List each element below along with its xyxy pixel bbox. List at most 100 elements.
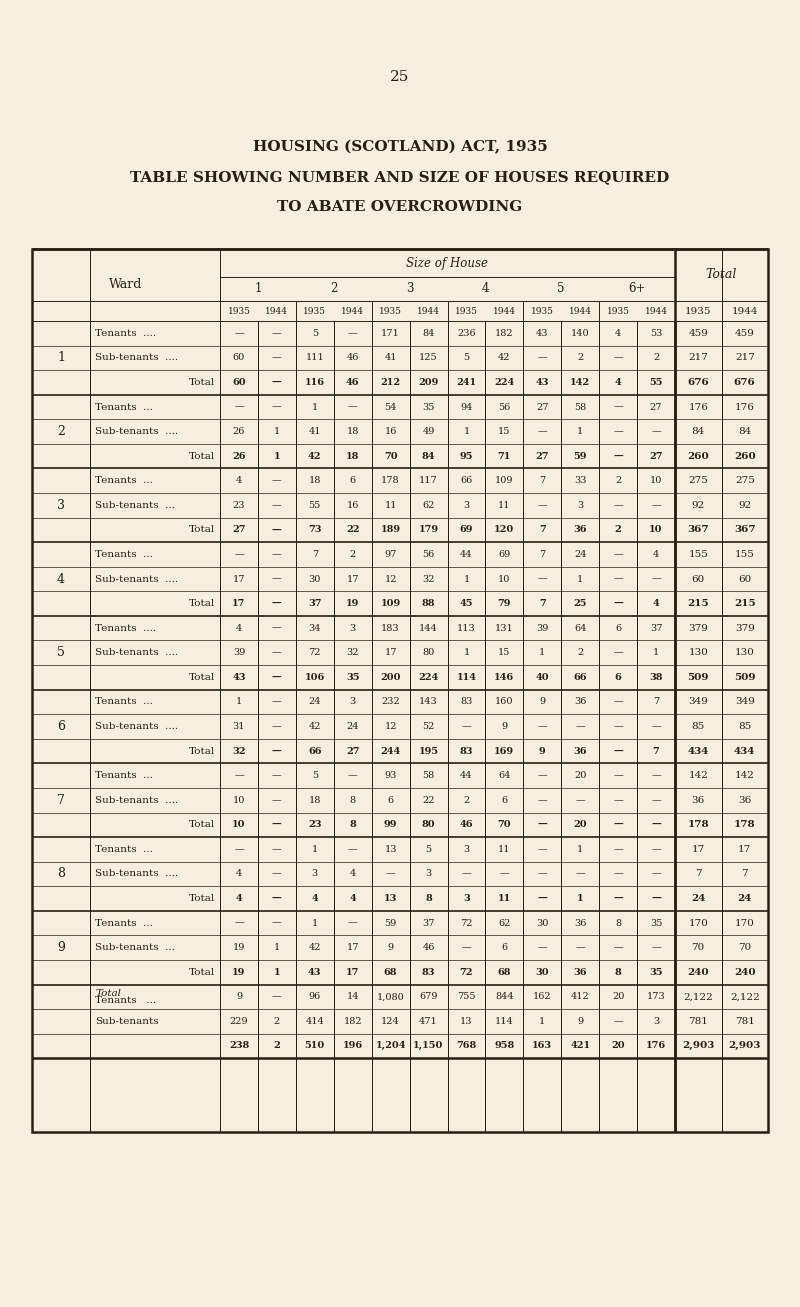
Text: —: — xyxy=(272,698,282,706)
Text: 85: 85 xyxy=(692,721,705,731)
Text: 1935: 1935 xyxy=(379,307,402,315)
Text: —: — xyxy=(272,329,282,337)
Text: 142: 142 xyxy=(570,378,590,387)
Text: 1: 1 xyxy=(463,427,470,437)
Text: 7: 7 xyxy=(539,476,546,485)
Text: 5: 5 xyxy=(426,844,432,853)
Text: 83: 83 xyxy=(422,967,435,976)
Text: 44: 44 xyxy=(460,771,473,780)
Text: 42: 42 xyxy=(498,353,510,362)
Text: 27: 27 xyxy=(232,525,246,535)
Text: 114: 114 xyxy=(495,1017,514,1026)
Text: 173: 173 xyxy=(646,992,666,1001)
Text: 58: 58 xyxy=(422,771,434,780)
Text: —: — xyxy=(272,525,282,535)
Text: 275: 275 xyxy=(735,476,754,485)
Text: 36: 36 xyxy=(574,698,586,706)
Text: 37: 37 xyxy=(308,599,322,608)
Text: 30: 30 xyxy=(309,575,321,583)
Text: 36: 36 xyxy=(738,796,751,805)
Text: —: — xyxy=(499,869,510,878)
Text: 23: 23 xyxy=(308,821,322,830)
Text: 41: 41 xyxy=(309,427,321,437)
Text: 6: 6 xyxy=(502,944,507,953)
Text: 182: 182 xyxy=(343,1017,362,1026)
Text: Total: Total xyxy=(189,821,215,830)
Text: 232: 232 xyxy=(382,698,400,706)
Text: 4: 4 xyxy=(653,599,659,608)
Text: 5: 5 xyxy=(463,353,470,362)
Text: 1,080: 1,080 xyxy=(377,992,405,1001)
Text: 58: 58 xyxy=(574,403,586,412)
Text: —: — xyxy=(462,721,471,731)
Text: 120: 120 xyxy=(494,525,514,535)
Text: 56: 56 xyxy=(498,403,510,412)
Text: —: — xyxy=(538,501,547,510)
Text: 20: 20 xyxy=(574,771,586,780)
Text: 37: 37 xyxy=(422,919,434,928)
Text: —: — xyxy=(272,378,282,387)
Text: 17: 17 xyxy=(233,575,246,583)
Text: 3: 3 xyxy=(653,1017,659,1026)
Text: 6: 6 xyxy=(502,796,507,805)
Text: 88: 88 xyxy=(422,599,435,608)
Text: 676: 676 xyxy=(734,378,756,387)
Text: 7: 7 xyxy=(742,869,748,878)
Text: 7: 7 xyxy=(539,599,546,608)
Text: 1: 1 xyxy=(653,648,659,657)
Text: 7: 7 xyxy=(695,869,702,878)
Text: —: — xyxy=(614,821,623,830)
Text: —: — xyxy=(614,427,623,437)
Text: 2,903: 2,903 xyxy=(682,1042,714,1051)
Text: —: — xyxy=(614,575,623,583)
Text: —: — xyxy=(614,869,623,878)
Text: —: — xyxy=(348,771,358,780)
Text: Tenants  ...: Tenants ... xyxy=(95,698,153,706)
Text: —: — xyxy=(234,403,244,412)
Text: 3: 3 xyxy=(463,501,470,510)
Text: —: — xyxy=(272,623,282,633)
Text: 43: 43 xyxy=(536,329,549,337)
Text: 4: 4 xyxy=(615,329,622,337)
Text: 69: 69 xyxy=(498,550,510,559)
Text: 215: 215 xyxy=(687,599,709,608)
Text: 18: 18 xyxy=(309,476,321,485)
Text: 3: 3 xyxy=(350,698,356,706)
Text: —: — xyxy=(651,575,661,583)
Text: 459: 459 xyxy=(688,329,708,337)
Text: 12: 12 xyxy=(384,721,397,731)
Text: 20: 20 xyxy=(574,821,587,830)
Text: 155: 155 xyxy=(735,550,754,559)
Text: 5: 5 xyxy=(558,282,565,295)
Text: 189: 189 xyxy=(381,525,401,535)
Text: 46: 46 xyxy=(460,821,474,830)
Text: 1944: 1944 xyxy=(569,307,592,315)
Text: 844: 844 xyxy=(495,992,514,1001)
Text: 509: 509 xyxy=(687,673,709,682)
Text: —: — xyxy=(651,844,661,853)
Text: 212: 212 xyxy=(381,378,401,387)
Text: —: — xyxy=(651,771,661,780)
Text: 60: 60 xyxy=(232,378,246,387)
Text: Tenants  ...: Tenants ... xyxy=(95,403,153,412)
Text: 97: 97 xyxy=(385,550,397,559)
Text: 7: 7 xyxy=(539,550,546,559)
Text: 176: 176 xyxy=(646,1042,666,1051)
Text: 8: 8 xyxy=(615,919,621,928)
Text: —: — xyxy=(614,698,623,706)
Text: 1: 1 xyxy=(236,698,242,706)
Text: 5: 5 xyxy=(312,329,318,337)
Text: 1935: 1935 xyxy=(606,307,630,315)
Text: 15: 15 xyxy=(498,648,510,657)
Text: 64: 64 xyxy=(574,623,586,633)
Text: 9: 9 xyxy=(577,1017,583,1026)
Text: 1: 1 xyxy=(577,575,583,583)
Text: 114: 114 xyxy=(457,673,477,682)
Text: 209: 209 xyxy=(418,378,438,387)
Text: 200: 200 xyxy=(380,673,401,682)
Text: 64: 64 xyxy=(498,771,510,780)
Text: 1: 1 xyxy=(274,967,280,976)
Text: 244: 244 xyxy=(381,746,401,755)
Text: 260: 260 xyxy=(734,452,756,460)
Text: Total: Total xyxy=(189,525,215,535)
